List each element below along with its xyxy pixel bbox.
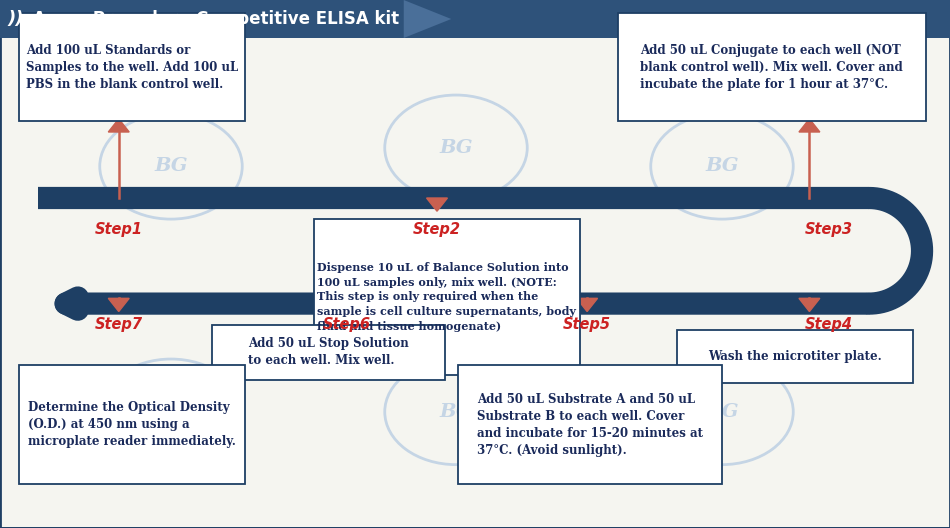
Text: BG: BG <box>154 157 188 175</box>
Text: Add 50 uL Conjugate to each well (NOT
blank control well). Mix well. Cover and
i: Add 50 uL Conjugate to each well (NOT bl… <box>640 44 903 91</box>
FancyBboxPatch shape <box>19 365 245 484</box>
Text: BG: BG <box>154 403 188 421</box>
Text: Assay Procedure-Competitive ELISA kit: Assay Procedure-Competitive ELISA kit <box>33 10 399 28</box>
FancyBboxPatch shape <box>618 13 926 121</box>
Text: Add 50 uL Substrate A and 50 uL
Substrate B to each well. Cover
and incubate for: Add 50 uL Substrate A and 50 uL Substrat… <box>477 393 703 457</box>
Text: Add 100 uL Standards or
Samples to the well. Add 100 uL
PBS in the blank control: Add 100 uL Standards or Samples to the w… <box>26 44 238 91</box>
Text: )): )) <box>8 10 37 28</box>
FancyBboxPatch shape <box>19 13 245 121</box>
Polygon shape <box>799 119 820 132</box>
Bar <box>0 0 950 38</box>
Polygon shape <box>799 298 820 312</box>
Polygon shape <box>336 312 357 325</box>
Text: Step5: Step5 <box>563 317 611 332</box>
Polygon shape <box>108 119 129 132</box>
Text: Wash the microtiter plate.: Wash the microtiter plate. <box>709 350 882 363</box>
Text: Dispense 10 uL of Balance Solution into
100 uL samples only, mix well. (NOTE:
Th: Dispense 10 uL of Balance Solution into … <box>317 262 576 332</box>
Polygon shape <box>404 0 451 38</box>
FancyBboxPatch shape <box>458 365 722 484</box>
FancyBboxPatch shape <box>314 219 580 375</box>
Polygon shape <box>108 298 129 312</box>
Text: BG: BG <box>439 403 473 421</box>
Polygon shape <box>427 198 447 211</box>
Text: Determine the Optical Density
(O.D.) at 450 nm using a
microplate reader immedia: Determine the Optical Density (O.D.) at … <box>28 401 236 448</box>
Text: BG: BG <box>439 139 473 157</box>
Text: Step6: Step6 <box>323 317 370 332</box>
Text: Step4: Step4 <box>805 317 852 332</box>
Polygon shape <box>577 298 598 312</box>
Text: Step1: Step1 <box>95 222 142 237</box>
FancyBboxPatch shape <box>677 330 913 383</box>
Text: BG: BG <box>705 157 739 175</box>
Text: Step3: Step3 <box>805 222 852 237</box>
Text: Step2: Step2 <box>413 222 461 237</box>
FancyBboxPatch shape <box>212 325 445 380</box>
Text: Add 50 uL Stop Solution
to each well. Mix well.: Add 50 uL Stop Solution to each well. Mi… <box>248 337 408 367</box>
Text: Step7: Step7 <box>95 317 142 332</box>
Text: BG: BG <box>705 403 739 421</box>
